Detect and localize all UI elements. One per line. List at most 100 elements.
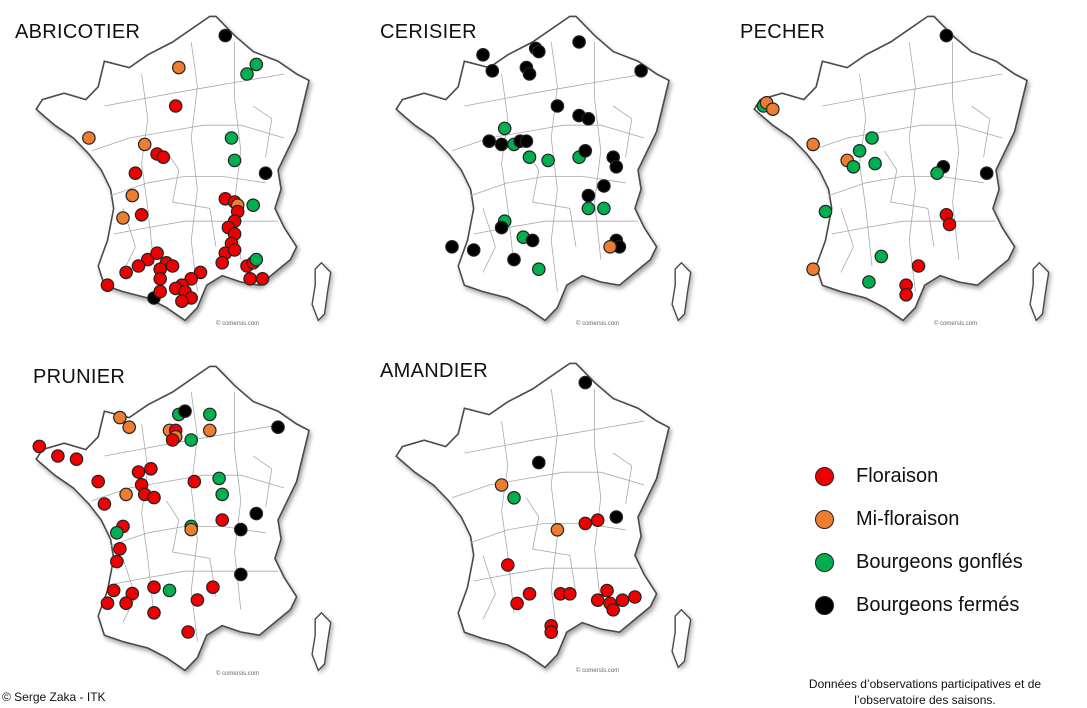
bourgeons-gonfles-dot xyxy=(865,131,879,145)
region-border xyxy=(464,73,645,107)
bourgeons-gonfles-dot xyxy=(110,526,124,540)
bourgeons-gonfles-dot xyxy=(852,144,867,158)
region-border xyxy=(828,176,984,196)
region-border xyxy=(482,208,496,273)
mi-floraison-dot xyxy=(113,410,127,425)
bourgeons-gonfles-dot xyxy=(224,131,239,145)
region-border xyxy=(822,73,1003,107)
floraison-dot xyxy=(150,246,164,260)
floraison-dot xyxy=(184,271,198,286)
mi-floraison-dot xyxy=(137,137,152,152)
region-border xyxy=(252,455,273,508)
region-border xyxy=(501,73,515,267)
region-border xyxy=(141,423,155,617)
floraison-dot xyxy=(156,150,171,164)
region-border xyxy=(550,388,558,639)
region-border xyxy=(612,105,633,158)
corsica-outline xyxy=(311,261,332,322)
bourgeons-fermes-dot xyxy=(234,522,248,537)
data-source-note: Données d’observations participatives et… xyxy=(780,676,1070,708)
map-title: ABRICOTIER xyxy=(15,21,141,43)
map-credit: © comersis.com xyxy=(576,667,619,674)
region-border xyxy=(501,420,515,614)
bourgeons-fermes-dot xyxy=(234,567,248,582)
bourgeons-fermes-dot xyxy=(482,134,496,148)
map-credit: © comersis.com xyxy=(576,320,619,327)
bourgeons-gonfles-dot xyxy=(184,433,198,447)
floraison-dot xyxy=(227,243,242,257)
bourgeons-gonfles-dot xyxy=(246,198,260,212)
mi-floraison-dot xyxy=(806,262,820,276)
bourgeons-fermes-dot xyxy=(271,420,285,434)
floraison-dot xyxy=(255,271,270,286)
region-border xyxy=(482,555,496,620)
floraison-dot xyxy=(590,593,605,607)
bourgeons-gonfles-dot xyxy=(846,160,861,174)
bourgeons-gonfles-dot xyxy=(532,262,546,276)
legend-dot-orange xyxy=(815,510,834,529)
france-outline xyxy=(753,15,1028,322)
mi-floraison-dot xyxy=(172,60,186,75)
floraison-dot xyxy=(51,449,65,463)
floraison-dot xyxy=(125,586,140,601)
bourgeons-gonfles-dot xyxy=(930,166,944,180)
floraison-dot xyxy=(147,490,161,505)
mi-floraison-dot xyxy=(550,523,565,537)
bourgeons-gonfles-dot xyxy=(868,156,882,171)
floraison-dot xyxy=(606,602,620,617)
bourgeons-fermes-dot xyxy=(572,35,586,49)
france-map: © comersis.com xyxy=(35,15,332,327)
legend-dot-black xyxy=(815,596,834,615)
region-border xyxy=(859,73,873,267)
region-border xyxy=(840,208,854,273)
france-outline xyxy=(395,362,670,669)
region-border xyxy=(470,176,626,196)
floraison-dot xyxy=(215,513,229,527)
region-border xyxy=(594,389,602,607)
floraison-dot xyxy=(175,294,189,308)
bourgeons-fermes-dot xyxy=(218,28,233,43)
region-border xyxy=(141,73,155,267)
map-prunier: © comersis.com PRUNIER xyxy=(10,355,370,695)
region-border xyxy=(550,41,558,292)
bourgeons-gonfles-dot xyxy=(541,153,555,168)
floraison-dot xyxy=(501,558,515,572)
region-border xyxy=(190,41,198,292)
data-source-line-2: l’observatoire des saisons. xyxy=(854,693,996,707)
corsica-outline xyxy=(1029,261,1050,322)
mi-floraison-dot xyxy=(125,188,140,203)
floraison-dot xyxy=(97,497,112,511)
floraison-dot xyxy=(119,596,133,610)
floraison-dot xyxy=(590,513,605,527)
bourgeons-fermes-dot xyxy=(578,144,593,158)
floraison-dot xyxy=(600,583,614,598)
map-cerisier: © comersis.com CERISIER xyxy=(370,5,730,345)
mi-floraison-dot xyxy=(184,522,198,537)
region-border xyxy=(908,41,916,292)
floraison-dot xyxy=(69,452,84,466)
map-title: CERISIER xyxy=(380,21,477,43)
bourgeons-fermes-dot xyxy=(178,404,192,418)
author-credit: © Serge Zaka - ITK xyxy=(2,690,106,704)
floraison-dot xyxy=(187,474,202,489)
bourgeons-gonfles-dot xyxy=(874,249,889,264)
mi-floraison-dot xyxy=(119,487,133,502)
floraison-dot xyxy=(193,265,208,280)
map-credit: © comersis.com xyxy=(934,320,977,327)
region-border xyxy=(526,497,577,594)
legend-label: Bourgeons gonflés xyxy=(856,551,1023,573)
floraison-dot xyxy=(522,587,537,601)
bourgeons-gonfles-dot xyxy=(507,491,521,505)
floraison-dot xyxy=(243,271,257,286)
floraison-dot xyxy=(106,583,121,598)
map-amandier: © comersis.com AMANDIER xyxy=(370,352,730,692)
bourgeons-fermes-dot xyxy=(979,166,994,180)
floraison-dot xyxy=(131,259,146,273)
bourgeons-gonfles-dot xyxy=(249,252,264,267)
region-border xyxy=(166,150,217,247)
region-border xyxy=(110,176,266,196)
bourgeons-fermes-dot xyxy=(550,99,565,113)
bourgeons-gonfles-dot xyxy=(240,67,254,81)
legend-item-bourgeons-fermes: Bourgeons fermés xyxy=(815,584,1023,627)
legend-dot-red xyxy=(815,467,834,486)
